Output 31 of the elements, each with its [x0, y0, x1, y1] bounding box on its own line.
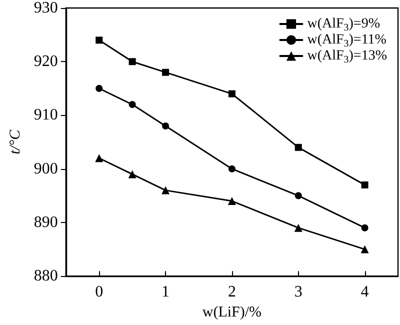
- x-tick-label: 3: [294, 284, 302, 301]
- y-tick-label: 900: [34, 160, 58, 178]
- x-tick-label: 1: [162, 284, 170, 301]
- point: [361, 181, 368, 188]
- point: [96, 84, 103, 92]
- point: [128, 170, 136, 178]
- y-tick-label: 920: [34, 53, 58, 70]
- point: [96, 36, 103, 44]
- y-axis-title: t/°C: [8, 128, 24, 154]
- x-tick-label: 4: [360, 284, 369, 301]
- x-tick-label: 0: [95, 284, 104, 301]
- point: [228, 165, 236, 172]
- point: [360, 245, 369, 254]
- point: [361, 224, 368, 232]
- y-tick-label: 910: [34, 106, 58, 124]
- x-tick-label: 2: [228, 284, 236, 301]
- point: [294, 224, 302, 232]
- point: [162, 186, 170, 194]
- point: [228, 197, 236, 206]
- y-tick-label: 890: [34, 214, 58, 231]
- point: [294, 144, 302, 151]
- point: [162, 68, 170, 76]
- point: [162, 122, 170, 130]
- point: [228, 90, 236, 98]
- point: [128, 58, 136, 66]
- point: [128, 101, 136, 108]
- point: [95, 154, 104, 162]
- point: [294, 192, 302, 200]
- y-tick-label: 930: [34, 0, 58, 16]
- x-axis-title: w(LiF)/%: [202, 304, 262, 320]
- y-tick-label: 880: [34, 268, 58, 285]
